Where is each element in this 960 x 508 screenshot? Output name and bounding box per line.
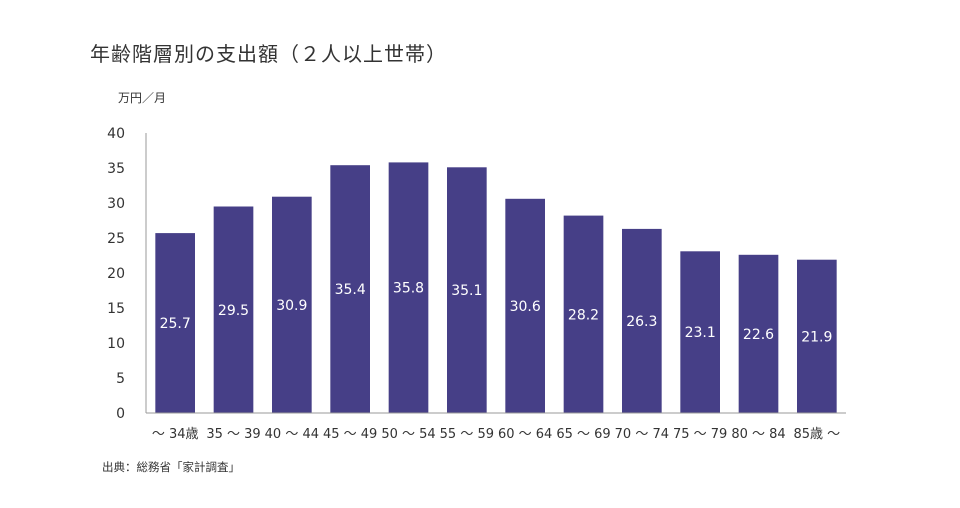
y-axis-unit-label: 万円／月 xyxy=(118,91,167,105)
bar xyxy=(388,162,429,413)
x-category-label: 35 ～ 39 xyxy=(206,427,260,442)
source-note: 出典：総務省「家計調査」 xyxy=(102,460,240,474)
data-label: 35.1 xyxy=(451,283,482,299)
y-tick-label: 15 xyxy=(107,301,125,317)
bar xyxy=(330,165,370,413)
data-label: 35.8 xyxy=(393,281,424,297)
x-category-label: 70 ～ 74 xyxy=(615,427,669,442)
data-label: 35.4 xyxy=(335,282,366,298)
bar xyxy=(680,251,720,413)
y-tick-label: 20 xyxy=(107,266,125,282)
data-label: 28.2 xyxy=(568,307,599,323)
data-label: 23.1 xyxy=(685,325,716,341)
data-label: 30.6 xyxy=(510,299,541,315)
x-category-label: 75 ～ 79 xyxy=(673,427,727,442)
bar xyxy=(738,254,779,413)
bar xyxy=(272,196,312,413)
bar xyxy=(213,206,254,413)
x-category-label: 65 ～ 69 xyxy=(556,427,610,442)
data-labels-group: 25.7 29.5 30.9 35.4 35.8 35.1 30.6 28.2 26.3 23.1… xyxy=(160,281,833,346)
data-label: 22.6 xyxy=(743,327,774,343)
data-label: 29.5 xyxy=(218,303,249,319)
x-category-label: 40 ～ 44 xyxy=(265,427,319,442)
x-category-label: ～ 34歳 xyxy=(152,427,199,442)
x-category-label: 60 ～ 64 xyxy=(498,427,552,442)
bar xyxy=(447,167,487,413)
y-tick-label: 0 xyxy=(116,406,125,422)
x-category-label: 45 ～ 49 xyxy=(323,427,377,442)
y-tick-label: 40 xyxy=(107,126,125,142)
y-tick-label: 30 xyxy=(107,196,125,212)
data-label: 26.3 xyxy=(626,314,657,330)
y-tick-label: 10 xyxy=(107,336,125,352)
bar xyxy=(622,228,662,413)
x-category-label: 80 ～ 84 xyxy=(731,427,785,442)
bar xyxy=(563,215,604,413)
bar xyxy=(797,259,837,413)
x-categories-group: ～ 34歳 35 ～ 39 40 ～ 44 45 ～ 49 50 ～ 54 55 ～ 59… xyxy=(152,427,840,442)
x-category-label: 85歳 ～ xyxy=(793,427,840,442)
data-label: 30.9 xyxy=(276,298,307,314)
bars-group xyxy=(155,162,837,413)
x-category-label: 55 ～ 59 xyxy=(440,427,494,442)
x-category-label: 50 ～ 54 xyxy=(381,427,435,442)
data-label: 21.9 xyxy=(801,329,832,345)
data-label: 25.7 xyxy=(160,316,191,332)
y-tick-label: 5 xyxy=(116,371,125,387)
bar xyxy=(155,233,195,413)
y-ticks-group: 0 5 10 15 20 25 30 35 40 xyxy=(107,126,125,422)
chart-title: 年齢階層別の支出額（２人以上世帯） xyxy=(90,42,447,66)
y-tick-label: 35 xyxy=(107,161,125,177)
bar xyxy=(505,198,545,413)
y-tick-label: 25 xyxy=(107,231,125,247)
